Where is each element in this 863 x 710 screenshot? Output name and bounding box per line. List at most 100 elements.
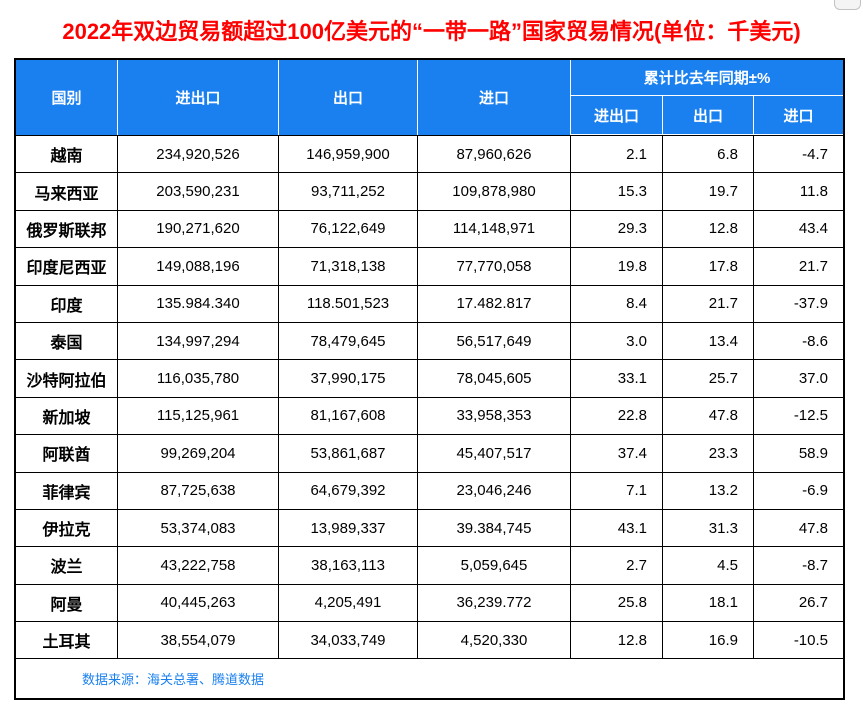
cell-export: 34,033,749	[279, 621, 418, 659]
header-yoy-total: 进出口	[571, 96, 663, 135]
cell-yoy-total: 29.3	[571, 209, 663, 248]
cell-yoy-total: 15.3	[571, 172, 663, 210]
source-row: 数据来源：海关总署、腾道数据	[16, 658, 844, 698]
trade-table: 国别 进出口 出口 进口 累计比去年同期±% 进出口 出口 进口 越南 234,…	[16, 60, 844, 698]
table-row: 菲律宾 87,725,638 64,679,392 23,046,246 7.1…	[16, 471, 844, 509]
table-row: 伊拉克 53,374,083 13,989,337 39.384,745 43.…	[16, 508, 844, 547]
cell-yoy-import: 47.8	[754, 508, 844, 546]
cell-country: 新加坡	[16, 396, 118, 435]
table-row: 俄罗斯联邦 190,271,620 76,122,649 114,148,971…	[16, 209, 844, 248]
cell-total: 99,269,204	[118, 434, 279, 472]
header-yoy-export: 出口	[663, 96, 754, 135]
cell-import: 33,958,353	[418, 396, 571, 435]
cell-yoy-total: 43.1	[571, 508, 663, 547]
cell-country: 俄罗斯联邦	[16, 209, 118, 248]
cell-yoy-total: 3.0	[571, 321, 663, 360]
table-row: 新加坡 115,125,961 81,167,608 33,958,353 22…	[16, 396, 844, 435]
cell-yoy-import: 26.7	[754, 583, 844, 621]
cell-import: 5,059,645	[418, 546, 571, 584]
cell-total: 43,222,758	[118, 546, 279, 584]
table-row: 阿曼 40,445,263 4,205,491 36,239.772 25.8 …	[16, 583, 844, 622]
cell-import: 36,239.772	[418, 583, 571, 622]
header-total: 进出口	[118, 60, 279, 135]
header-export: 出口	[279, 60, 418, 135]
cell-yoy-total: 22.8	[571, 396, 663, 435]
cell-total: 135.984.340	[118, 284, 279, 322]
cell-country: 印度尼西亚	[16, 247, 118, 285]
header-row-1: 国别 进出口 出口 进口 累计比去年同期±%	[16, 60, 844, 135]
cell-yoy-export: 25.7	[663, 359, 754, 397]
cell-yoy-total: 7.1	[571, 471, 663, 509]
cell-yoy-total: 19.8	[571, 247, 663, 285]
cell-export: 118.501,523	[279, 284, 418, 322]
cell-country: 泰国	[16, 321, 118, 360]
cell-yoy-export: 18.1	[663, 583, 754, 622]
cell-total: 87,725,638	[118, 471, 279, 509]
cell-import: 17.482.817	[418, 284, 571, 322]
header-yoy-group: 累计比去年同期±%	[571, 60, 844, 96]
cell-yoy-export: 47.8	[663, 396, 754, 435]
cell-total: 53,374,083	[118, 508, 279, 547]
cell-yoy-import: 58.9	[754, 434, 844, 471]
cell-yoy-export: 16.9	[663, 621, 754, 659]
cell-total: 134,997,294	[118, 321, 279, 360]
table-row: 越南 234,920,526 146,959,900 87,960,626 2.…	[16, 135, 844, 173]
table-row: 阿联酋 99,269,204 53,861,687 45,407,517 37.…	[16, 434, 844, 472]
cell-yoy-import: -8.7	[754, 546, 844, 583]
cell-country: 沙特阿拉伯	[16, 359, 118, 397]
cell-total: 203,590,231	[118, 172, 279, 210]
cell-yoy-export: 4.5	[663, 546, 754, 584]
cell-total: 38,554,079	[118, 621, 279, 659]
cell-yoy-export: 31.3	[663, 508, 754, 547]
cell-export: 38,163,113	[279, 546, 418, 584]
scrollbar-thumb[interactable]	[834, 0, 861, 10]
table-row: 沙特阿拉伯 116,035,780 37,990,175 78,045,605 …	[16, 359, 844, 397]
header-yoy-import: 进口	[754, 96, 844, 135]
cell-country: 伊拉克	[16, 508, 118, 547]
cell-yoy-export: 12.8	[663, 209, 754, 248]
cell-total: 116,035,780	[118, 359, 279, 397]
table-row: 波兰 43,222,758 38,163,113 5,059,645 2.7 4…	[16, 546, 844, 584]
cell-yoy-total: 12.8	[571, 621, 663, 659]
cell-export: 81,167,608	[279, 396, 418, 435]
cell-export: 13,989,337	[279, 508, 418, 547]
cell-export: 37,990,175	[279, 359, 418, 397]
cell-yoy-import: -6.9	[754, 471, 844, 509]
cell-yoy-export: 19.7	[663, 172, 754, 210]
header-row-2: 进出口 出口 进口	[16, 96, 844, 135]
cell-total: 115,125,961	[118, 396, 279, 435]
cell-import: 114,148,971	[418, 209, 571, 248]
cell-total: 149,088,196	[118, 247, 279, 285]
table-row: 印度 135.984.340 118.501,523 17.482.817 8.…	[16, 284, 844, 322]
cell-yoy-export: 13.4	[663, 321, 754, 360]
cell-yoy-import: -12.5	[754, 396, 844, 434]
cell-yoy-total: 2.1	[571, 135, 663, 173]
cell-export: 78,479,645	[279, 321, 418, 360]
cell-import: 56,517,649	[418, 321, 571, 360]
cell-export: 146,959,900	[279, 135, 418, 173]
cell-import: 45,407,517	[418, 434, 571, 472]
header-import: 进口	[418, 60, 571, 135]
cell-import: 23,046,246	[418, 471, 571, 509]
data-source-note: 数据来源：海关总署、腾道数据	[16, 658, 844, 698]
page-title: 2022年双边贸易额超过100亿美元的“一带一路”国家贸易情况(单位：千美元)	[62, 19, 801, 44]
cell-yoy-export: 17.8	[663, 247, 754, 285]
cell-yoy-export: 23.3	[663, 434, 754, 472]
cell-yoy-export: 21.7	[663, 284, 754, 322]
cell-yoy-total: 25.8	[571, 583, 663, 622]
cell-total: 190,271,620	[118, 209, 279, 248]
cell-import: 39.384,745	[418, 508, 571, 547]
cell-export: 71,318,138	[279, 247, 418, 285]
table-header: 国别 进出口 出口 进口 累计比去年同期±% 进出口 出口 进口	[16, 60, 844, 135]
cell-total: 234,920,526	[118, 135, 279, 173]
cell-import: 4,520,330	[418, 621, 571, 659]
cell-country: 越南	[16, 135, 118, 173]
cell-import: 109,878,980	[418, 172, 571, 210]
cell-country: 阿联酋	[16, 434, 118, 472]
cell-yoy-import: 43.4	[754, 209, 844, 247]
cell-yoy-total: 37.4	[571, 434, 663, 472]
cell-country: 阿曼	[16, 583, 118, 622]
cell-import: 78,045,605	[418, 359, 571, 397]
cell-yoy-import: -4.7	[754, 135, 844, 172]
